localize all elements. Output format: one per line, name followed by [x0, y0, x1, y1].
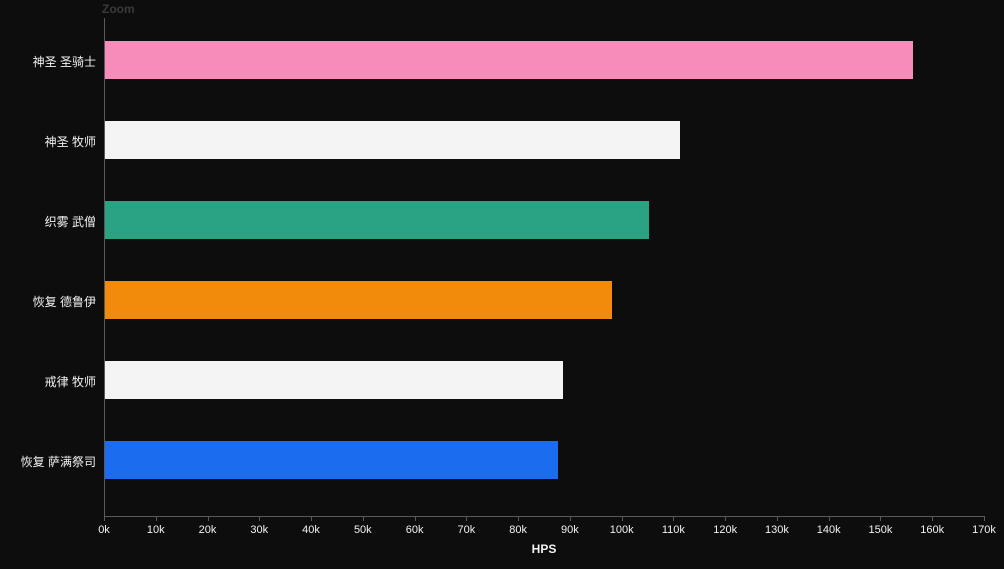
zoom-label[interactable]: Zoom [102, 2, 135, 16]
bar [105, 361, 563, 399]
x-tick-label: 0k [98, 524, 110, 536]
bar [105, 441, 558, 479]
x-tick [415, 516, 416, 521]
x-tick [363, 516, 364, 521]
x-tick [673, 516, 674, 521]
x-tick [622, 516, 623, 521]
x-tick-label: 170k [972, 524, 996, 536]
bar [105, 41, 913, 79]
x-tick-label: 100k [610, 524, 634, 536]
category-label: 戒律 牧师 [45, 373, 96, 390]
x-tick-label: 150k [869, 524, 893, 536]
x-tick [570, 516, 571, 521]
x-tick [466, 516, 467, 521]
x-tick-label: 90k [561, 524, 579, 536]
plot-area [104, 18, 985, 517]
x-tick-label: 40k [302, 524, 320, 536]
x-tick [777, 516, 778, 521]
hps-bar-chart: Zoom HPS 神圣 圣骑士神圣 牧师织雾 武僧恢复 德鲁伊戒律 牧师恢复 萨… [0, 0, 1004, 569]
x-tick-label: 80k [509, 524, 527, 536]
category-label: 恢复 德鲁伊 [33, 293, 96, 310]
x-tick [208, 516, 209, 521]
x-tick-label: 110k [662, 524, 685, 536]
category-label: 恢复 萨满祭司 [21, 453, 96, 470]
bar [105, 281, 612, 319]
category-label: 神圣 圣骑士 [33, 53, 96, 70]
bar [105, 201, 649, 239]
x-tick [311, 516, 312, 521]
x-tick [725, 516, 726, 521]
x-tick [104, 516, 105, 521]
x-tick-label: 10k [147, 524, 165, 536]
x-axis-title: HPS [532, 542, 557, 556]
x-tick-label: 50k [354, 524, 372, 536]
x-tick [829, 516, 830, 521]
x-tick [259, 516, 260, 521]
category-label: 神圣 牧师 [45, 133, 96, 150]
x-tick-label: 140k [817, 524, 841, 536]
x-tick-label: 160k [920, 524, 944, 536]
x-tick-label: 70k [457, 524, 475, 536]
x-tick [156, 516, 157, 521]
category-label: 织雾 武僧 [45, 213, 96, 230]
x-tick [932, 516, 933, 521]
x-tick-label: 60k [406, 524, 424, 536]
x-tick [880, 516, 881, 521]
x-tick-label: 120k [713, 524, 737, 536]
bar [105, 121, 680, 159]
x-tick [984, 516, 985, 521]
x-tick-label: 30k [250, 524, 268, 536]
x-tick-label: 20k [199, 524, 217, 536]
x-tick-label: 130k [765, 524, 789, 536]
x-tick [518, 516, 519, 521]
